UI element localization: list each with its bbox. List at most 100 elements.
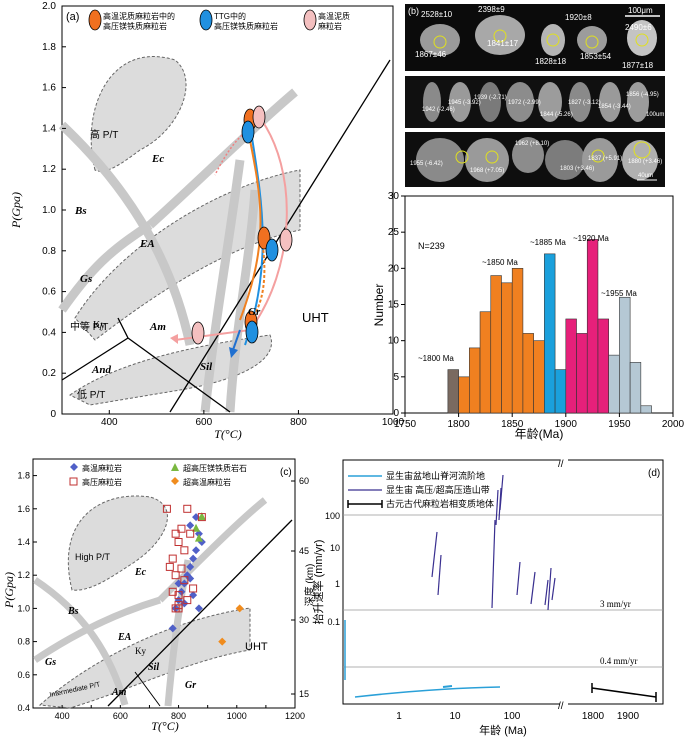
- legend-a-3-line2: 麻粒岩: [318, 21, 342, 31]
- c-label-ea: EA: [117, 632, 132, 643]
- histogram-bar-1970: [640, 405, 652, 414]
- c-label-high-pt: High P/T: [75, 552, 111, 562]
- d-ytick-01: 0.1: [327, 617, 340, 627]
- point-超高温麻粒岩: [218, 637, 227, 646]
- c-label-ec: Ec: [134, 567, 147, 578]
- orogen-line: [495, 489, 499, 526]
- point-高压麻粒岩: [171, 571, 180, 580]
- label-am: Am: [149, 321, 166, 333]
- age-r3-1: 1968 (+7.05): [470, 168, 504, 174]
- zircon-grain: [582, 138, 618, 182]
- cl-image-row-2: [405, 76, 665, 128]
- age-r2-5: 1827 (-3.12): [568, 100, 601, 106]
- point-高压麻粒岩: [162, 504, 171, 513]
- panel-a: 高 P/T 中等 P/T 低 P/T Ec Bs EA Gs Am And Si…: [9, 1, 405, 441]
- hist-ytick-label: 10: [388, 336, 400, 347]
- legend-a-2-line2: 高压镁铁质麻粒岩: [214, 21, 278, 31]
- c-label-gr: Gr: [185, 680, 196, 691]
- label-gr: Gr: [248, 306, 261, 318]
- point-高压麻粒岩: [177, 524, 186, 533]
- hist-ytick-label: 0: [393, 408, 399, 419]
- blue-granulite-symbol-2: [265, 238, 279, 262]
- point-高温麻粒岩: [189, 554, 198, 563]
- a-ytick-label: 1.2: [42, 164, 56, 175]
- d-ytick-100: 100: [325, 511, 340, 521]
- histogram-ylabel: Number: [372, 284, 386, 327]
- panel-a-xticks: 400 600 800 1000: [101, 410, 405, 428]
- hist-xtick-label: 1800: [447, 419, 470, 430]
- panel-d-ylabel: 抬升速率 (mm/yr): [311, 540, 325, 625]
- axis-break-top: [560, 455, 568, 469]
- analysis-spot: [546, 33, 560, 47]
- label-and: And: [91, 364, 111, 376]
- d-xtick-1800: 1800: [582, 711, 605, 722]
- c-label-am: Am: [111, 687, 127, 698]
- orogen-line: [551, 577, 556, 601]
- histogram-xticks: 1750 1800 1850 1900 1950 2000: [394, 413, 685, 430]
- panel-c-y2label: 深度 (km): [303, 564, 316, 607]
- point-超高压镁铁质岩石: [197, 512, 206, 521]
- zircon-grain: [569, 82, 591, 122]
- legend-c-diamond-blue: [70, 463, 78, 471]
- point-高温麻粒岩: [174, 596, 183, 605]
- zircon-grain: [627, 20, 657, 56]
- zircon-grain: [545, 140, 585, 180]
- label-low-pt: 低 P/T: [77, 388, 105, 401]
- label-sil: Sil: [200, 361, 213, 373]
- age-r2-0: 1942 (-2.46): [422, 107, 455, 113]
- point-高压麻粒岩: [180, 546, 189, 555]
- a-xtick-label: 400: [101, 417, 118, 428]
- point-高压麻粒岩: [197, 513, 206, 522]
- peak-label-1800: ~1800 Ma: [418, 354, 454, 363]
- age-r1-1: 2398±9: [478, 5, 505, 14]
- zircon-grain: [512, 137, 544, 173]
- histogram-yticks: 0 5 10 15 20 25 30: [388, 191, 405, 419]
- orogen-line: [547, 567, 552, 611]
- legend-d-1: 显生宙 高压/超高压造山带: [386, 484, 490, 495]
- scale-bar-3-label: 40um: [638, 173, 653, 179]
- age-r2-2: 1939 (-2.71): [474, 95, 507, 101]
- panel-b-images: 100μm (b) 2528±10 2398±9 1920±8 1867±46 …: [405, 4, 665, 187]
- zircon-grain: [416, 138, 464, 182]
- point-高温麻粒岩: [168, 624, 177, 633]
- facies-boundary-2: [58, 221, 153, 313]
- orogen-line: [491, 519, 496, 609]
- scale-bar-2-label: 100um: [646, 112, 664, 118]
- peak-label-1955: ~1955 Ma: [601, 289, 637, 298]
- hist-ytick-label: 15: [388, 300, 400, 311]
- path-orange: [239, 129, 262, 321]
- histogram-bar-1920: [586, 239, 599, 414]
- point-高压麻粒岩: [183, 504, 192, 513]
- zircon-grain: [475, 15, 525, 55]
- panel-c-xticks: 400 600 800 1000 1200: [32, 705, 305, 721]
- panel-a-yticks: 0 0.2 0.4 0.6 0.8 1.0 1.2 1.4 1.6 1.8 2.0: [42, 1, 66, 420]
- basin-terrace-line: [354, 686, 501, 698]
- orogen-line: [544, 579, 549, 606]
- a-xtick-label: 600: [196, 417, 213, 428]
- legend-c-triangle-green: [171, 463, 179, 471]
- label-mid-pt: 中等 P/T: [70, 320, 108, 333]
- hist-xtick-label: 1900: [555, 419, 578, 430]
- c-label-ky: Ky: [135, 646, 146, 656]
- histogram-bar-1930: [597, 318, 609, 414]
- high-pt-field: [90, 56, 187, 172]
- zircon-grain: [538, 82, 562, 122]
- analysis-spot: [455, 150, 469, 164]
- a-ytick-label: 1.8: [42, 42, 56, 53]
- legend-a-3-line1: 高温泥质: [318, 11, 350, 21]
- analysis-spot: [433, 35, 447, 49]
- pink-granulite-symbol: [252, 105, 266, 129]
- point-高压麻粒岩: [174, 601, 183, 610]
- peak-label-1850: ~1850 Ma: [482, 258, 518, 267]
- histogram-bar-1820: [479, 311, 492, 414]
- facies-boundary-4: [200, 159, 245, 413]
- d-xtick-1: 1: [396, 711, 402, 722]
- peak-label-1885: ~1885 Ma: [530, 238, 566, 247]
- point-高压麻粒岩: [165, 562, 174, 571]
- path-blue-arrow: [232, 329, 241, 351]
- c-ytick-label: 1.4: [17, 537, 30, 547]
- histogram-bar-1880: [544, 253, 556, 414]
- pink-granulite-symbol-2: [279, 228, 293, 252]
- analysis-spot: [585, 35, 599, 49]
